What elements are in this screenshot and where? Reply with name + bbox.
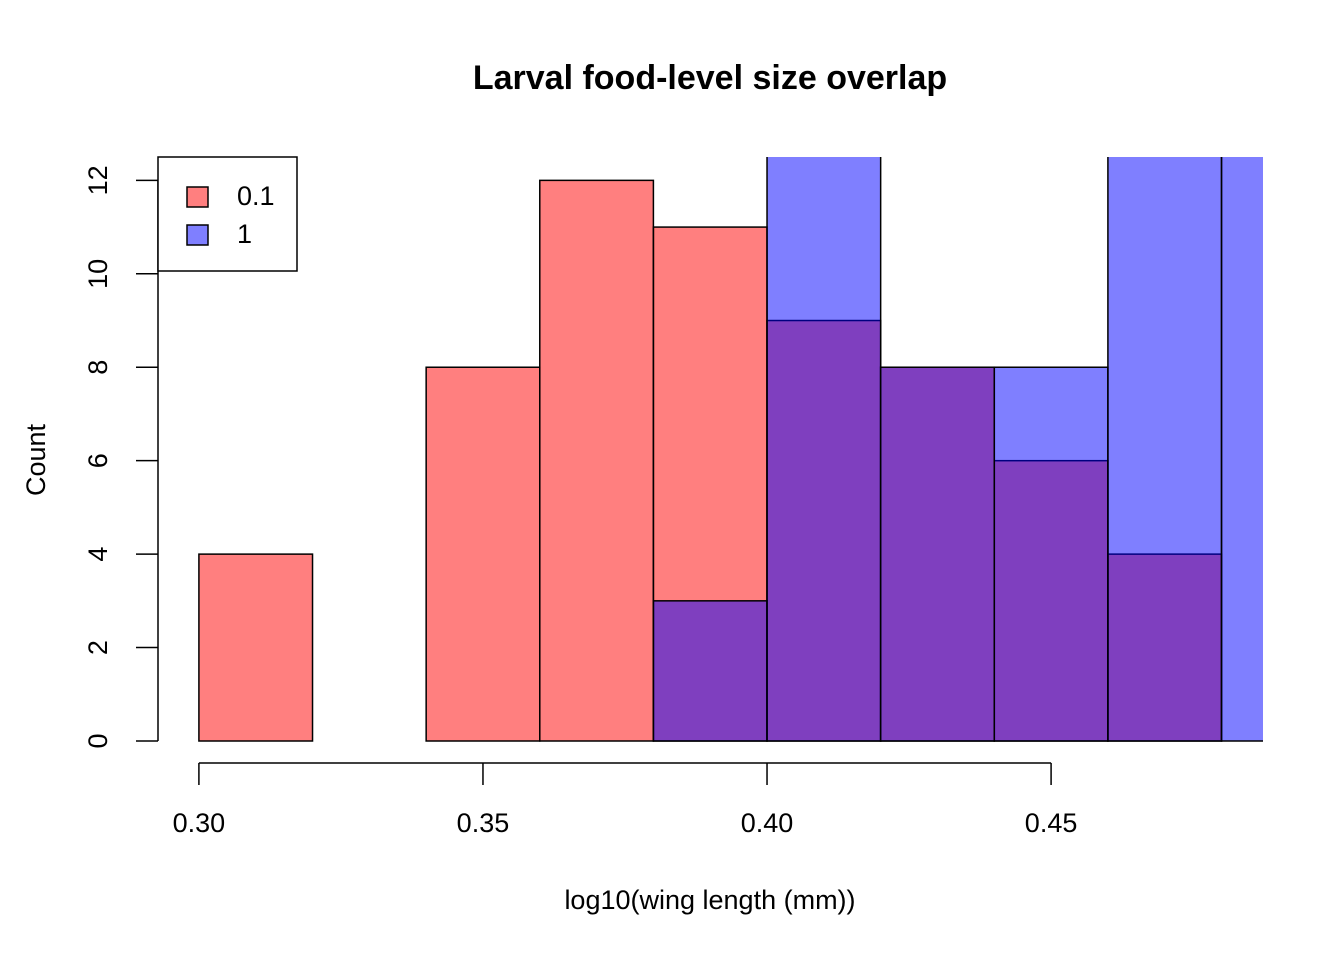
x-tick-label: 0.40 <box>741 808 794 838</box>
y-tick-label: 10 <box>83 259 113 289</box>
legend-box <box>157 156 298 272</box>
histogram-bar <box>993 366 1109 742</box>
histogram-bar <box>1107 157 1223 742</box>
histogram-bar <box>652 600 768 742</box>
bars <box>198 157 1263 742</box>
legend-swatch <box>186 224 209 246</box>
legend-label: 0.1 <box>237 181 275 211</box>
x-tick-label: 0.45 <box>1025 808 1078 838</box>
y-tick-label: 2 <box>83 640 113 655</box>
legend-label: 1 <box>237 219 252 249</box>
histogram-bar <box>425 366 541 742</box>
y-tick-label: 8 <box>83 360 113 375</box>
x-tick-label: 0.30 <box>173 808 226 838</box>
y-tick-label: 12 <box>83 165 113 195</box>
y-tick-label: 0 <box>83 733 113 748</box>
y-tick-label: 6 <box>83 453 113 468</box>
legend-swatch <box>186 186 209 208</box>
y-tick-label: 4 <box>83 547 113 562</box>
histogram-bar <box>879 366 996 742</box>
histogram-bar <box>198 553 314 742</box>
histogram-bar <box>539 179 655 742</box>
chart-title: Larval food-level size overlap <box>473 59 947 97</box>
y-axis-title: Count <box>21 423 51 496</box>
histogram-bar <box>1220 157 1263 742</box>
histogram-bar <box>766 157 882 742</box>
x-axis-title: log10(wing length (mm)) <box>564 885 855 915</box>
x-tick-label: 0.35 <box>457 808 510 838</box>
